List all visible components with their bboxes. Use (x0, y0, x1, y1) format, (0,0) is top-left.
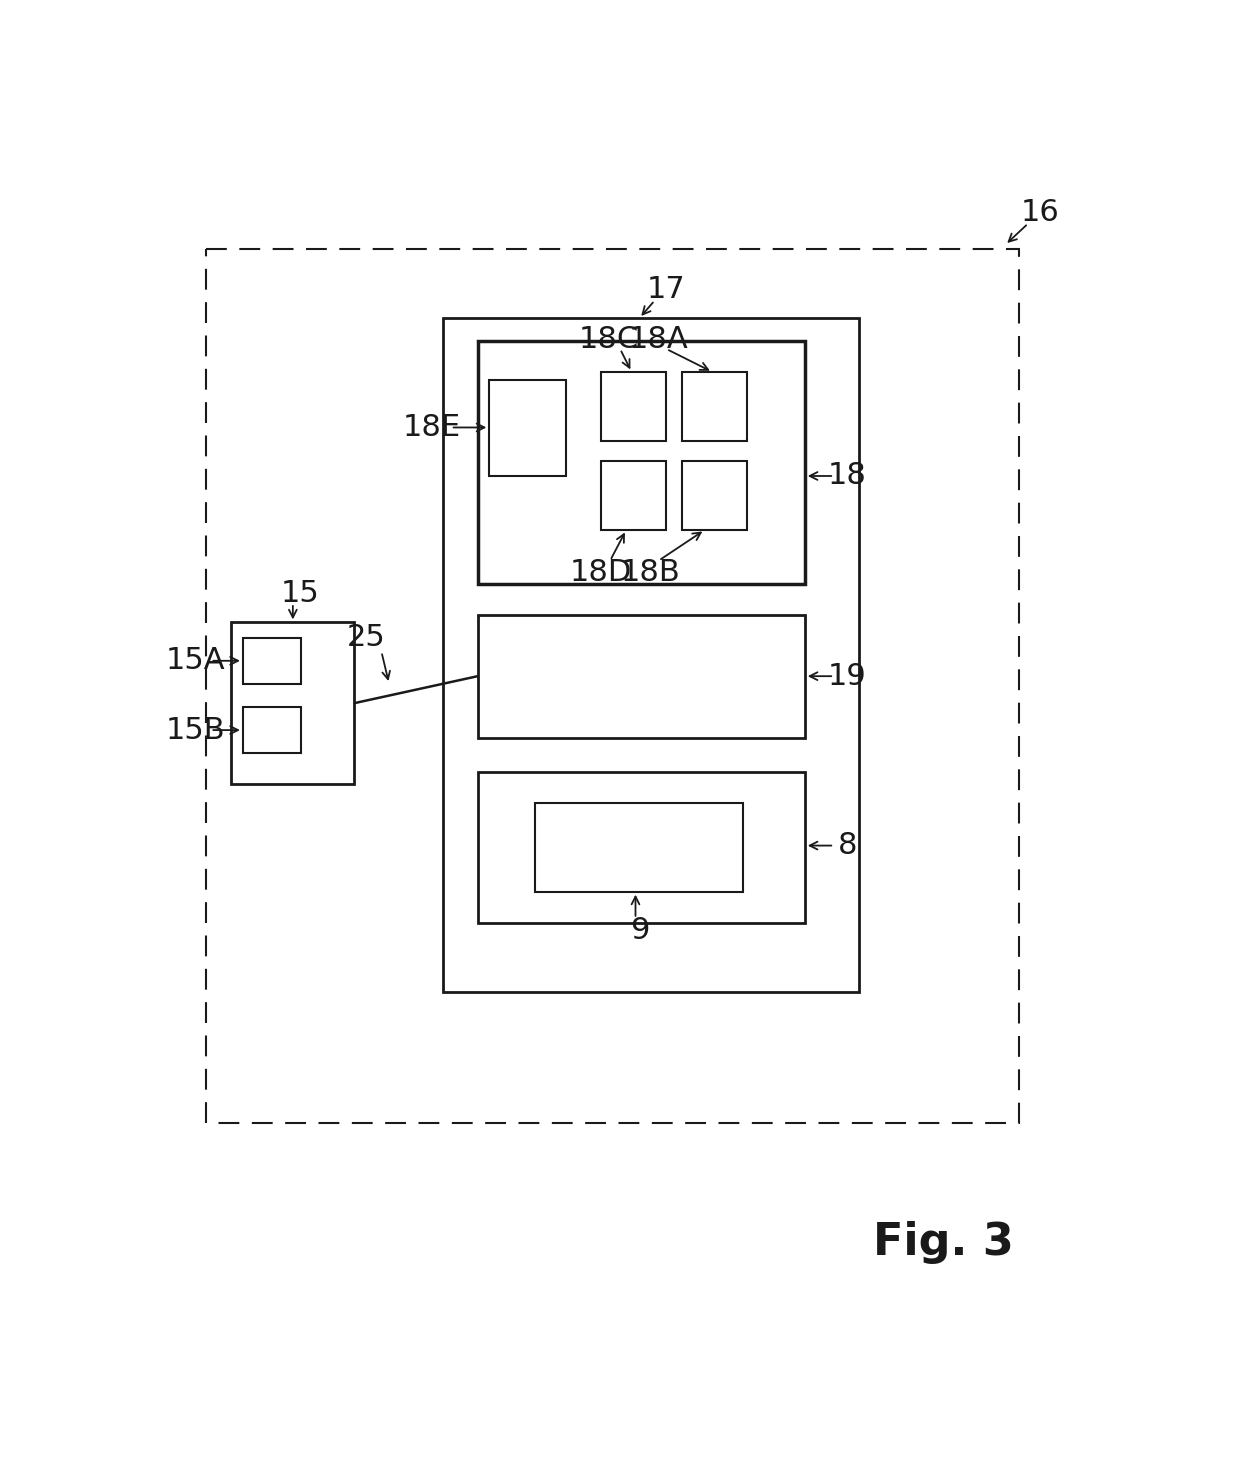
Text: 25: 25 (347, 624, 386, 651)
Bar (536, 804, 743, 892)
Bar (682, 461, 748, 530)
Bar (243, 707, 300, 752)
Text: 18: 18 (828, 461, 867, 490)
Text: 15A: 15A (165, 646, 224, 675)
Bar (443, 318, 859, 993)
Text: 18A: 18A (629, 325, 688, 354)
Bar (477, 773, 805, 922)
Bar (231, 622, 355, 785)
Text: 18E: 18E (403, 413, 460, 442)
Bar (601, 461, 666, 530)
Text: 19: 19 (828, 662, 867, 691)
Text: 15B: 15B (165, 716, 224, 745)
Text: 9: 9 (630, 916, 649, 944)
Text: 15: 15 (281, 580, 320, 608)
Bar (243, 638, 300, 684)
Bar (601, 372, 666, 441)
Text: 8: 8 (837, 832, 857, 859)
Bar (477, 341, 805, 584)
Text: 18D: 18D (569, 558, 632, 587)
Bar (206, 249, 1019, 1123)
Text: 18B: 18B (621, 558, 681, 587)
Bar (477, 615, 805, 738)
Text: Fig. 3: Fig. 3 (873, 1221, 1014, 1263)
Text: 18C: 18C (578, 325, 639, 354)
Text: 16: 16 (1021, 198, 1059, 227)
Bar (682, 372, 748, 441)
Bar (490, 379, 567, 476)
Text: 17: 17 (647, 275, 686, 305)
